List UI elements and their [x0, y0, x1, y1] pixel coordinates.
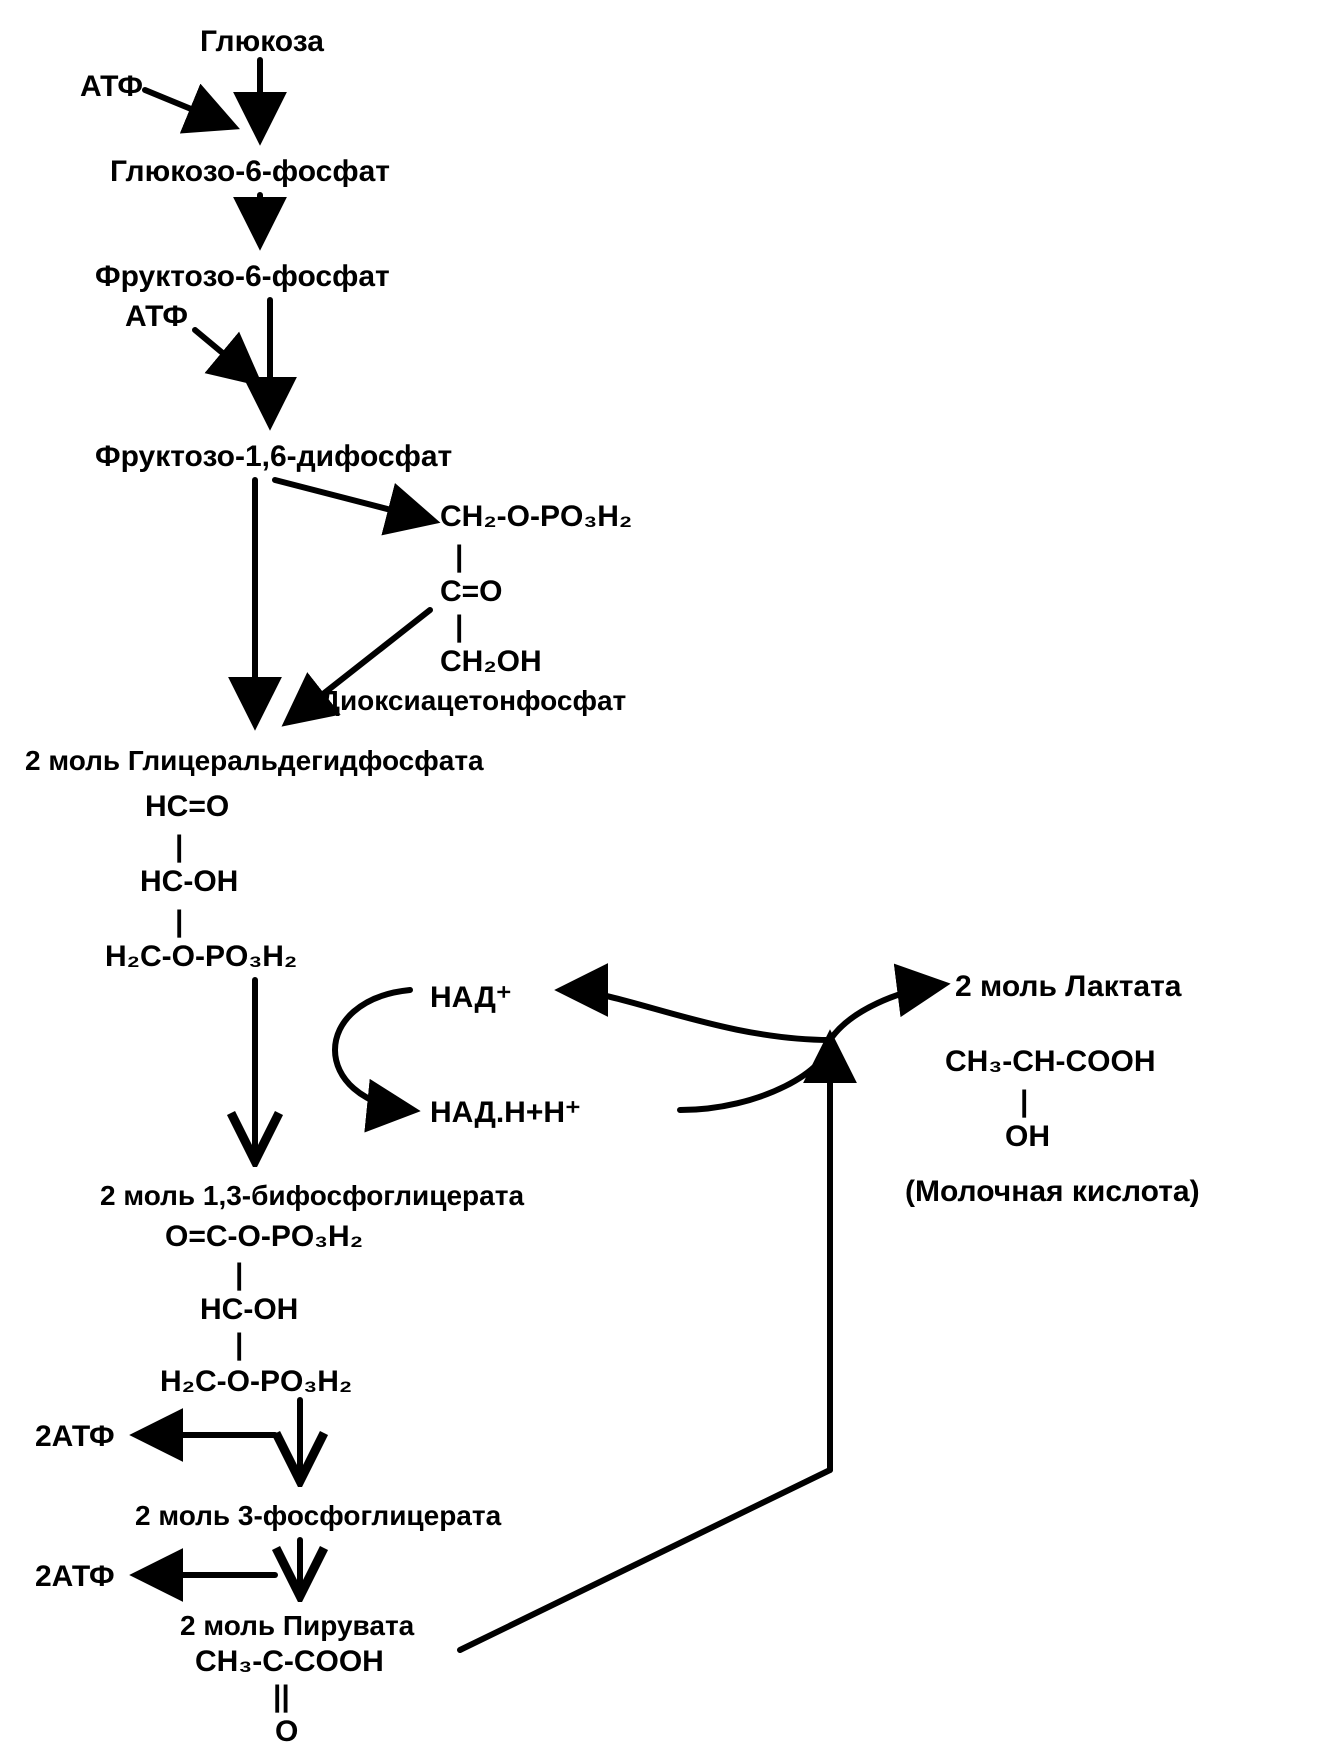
label-pyr-f1: CH₃-C-COOH: [195, 1645, 384, 1679]
label-bpg-f2: HC-OH: [200, 1293, 298, 1327]
label-lactate-bar: |: [1020, 1085, 1028, 1119]
arrows-layer: [0, 0, 1329, 1693]
label-gap-f3: H₂C-O-PO₃H₂: [105, 940, 297, 974]
arrow-a_atp1_in: [145, 90, 230, 125]
label-lactate-title: 2 моль Лактата: [955, 970, 1181, 1004]
label-dhap-bar1: |: [455, 540, 463, 574]
label-gap-bar1: |: [175, 830, 183, 864]
label-f16bp: Фруктозо-1,6-дифосфат: [95, 440, 452, 474]
label-f6p: Фруктозо-6-фосфат: [95, 260, 390, 294]
arrow-a_nad_curve: [335, 990, 410, 1110]
label-bpg-bar2: |: [235, 1328, 243, 1362]
label-lactate-f1: CH₃-CH-COOH: [945, 1045, 1156, 1079]
arrow-a_pyr_lact1: [460, 1470, 830, 1650]
label-dhap-f3: CH₂OH: [440, 645, 542, 679]
label-lactate-f2: OH: [1005, 1120, 1050, 1154]
label-dhap-f2: C=O: [440, 575, 503, 609]
arrow-a_fbp_dhap: [275, 480, 430, 520]
glycolysis-diagram: Глюкоза АТФ Глюкозо-6-фосфат Фруктозо-6-…: [0, 0, 1329, 1693]
label-glucose: Глюкоза: [200, 25, 324, 59]
arrow-a_nad_in: [565, 990, 830, 1040]
label-gap-title: 2 моль Глицеральдегидфосфата: [25, 745, 484, 777]
label-g6p: Глюкозо-6-фосфат: [110, 155, 390, 189]
label-bpg-bar1: |: [235, 1258, 243, 1292]
label-dhap-f1: CH₂-O-PO₃H₂: [440, 500, 632, 534]
label-atp4: 2АТФ: [35, 1560, 115, 1594]
label-pyr-title: 2 моль Пирувата: [180, 1610, 414, 1642]
label-lactate-name: (Молочная кислота): [905, 1175, 1200, 1209]
label-bpg-f1: O=C-O-PO₃H₂: [165, 1220, 363, 1254]
label-gap-f1: HC=O: [145, 790, 229, 824]
arrow-a_atp2_in: [195, 330, 255, 380]
label-dhap-name: Диоксиацетонфосфат: [320, 685, 626, 717]
label-bpg-f3: H₂C-O-PO₃H₂: [160, 1365, 352, 1399]
label-dhap-bar2: |: [455, 610, 463, 644]
label-gap-bar2: |: [175, 905, 183, 939]
label-pg3-title: 2 моль 3-фосфоглицерата: [135, 1500, 501, 1532]
label-pyr-bar: ||: [273, 1680, 290, 1714]
label-atp2: АТФ: [125, 300, 188, 334]
label-bpg-title: 2 моль 1,3-бифосфоглицерата: [100, 1180, 524, 1212]
label-nadh: НАД.H+H⁺: [430, 1095, 581, 1130]
arrow-a_nadh_out: [680, 1040, 830, 1110]
label-gap-f2: HC-OH: [140, 865, 238, 899]
label-atp1: АТФ: [80, 70, 143, 104]
arrow-a_lact_out: [830, 985, 940, 1040]
label-nad: НАД⁺: [430, 980, 512, 1015]
label-pyr-f2: O: [275, 1715, 298, 1749]
label-atp3: 2АТФ: [35, 1420, 115, 1454]
